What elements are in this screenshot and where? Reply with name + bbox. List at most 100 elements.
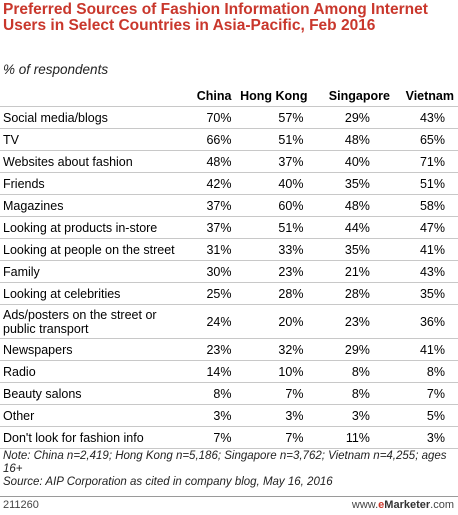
cell-china: 23%	[176, 338, 236, 361]
cell-hong-kong: 7%	[235, 382, 312, 405]
cell-singapore: 29%	[311, 106, 394, 129]
row-label: Social media/blogs	[0, 106, 177, 129]
cell-china: 70%	[176, 106, 236, 129]
cell-vietnam: 5%	[393, 404, 458, 427]
cell-singapore: 40%	[311, 150, 394, 173]
row-label: Websites about fashion	[0, 150, 177, 173]
cell-china: 25%	[176, 282, 236, 305]
brand-e: e	[378, 499, 385, 511]
row-label: Beauty salons	[0, 382, 177, 405]
cell-vietnam: 8%	[393, 360, 458, 383]
cell-singapore: 44%	[311, 216, 394, 239]
cell-hong-kong: 33%	[235, 238, 312, 261]
table-row: Newspapers 23% 32% 29% 41%	[0, 338, 458, 361]
cell-hong-kong: 3%	[235, 404, 312, 427]
source-text: Source: AIP Corporation as cited in comp…	[3, 476, 333, 488]
row-label: Friends	[0, 172, 177, 195]
cell-china: 7%	[176, 426, 236, 449]
table-row: Social media/blogs 70% 57% 29% 43%	[0, 106, 458, 129]
cell-singapore: 35%	[311, 172, 394, 195]
row-label: Ads/posters on the street or public tran…	[0, 304, 177, 339]
cell-singapore: 28%	[311, 282, 394, 305]
cell-singapore: 35%	[311, 238, 394, 261]
column-header-china: China	[196, 88, 232, 103]
cell-singapore: 29%	[311, 338, 394, 361]
chart-title: Preferred Sources of Fashion Information…	[3, 1, 428, 34]
cell-china: 14%	[176, 360, 236, 383]
table-row: Ads/posters on the street or public tran…	[0, 304, 458, 339]
cell-singapore: 3%	[311, 404, 394, 427]
cell-vietnam: 35%	[393, 282, 458, 305]
chart-notes: Note: China n=2,419; Hong Kong n=5,186; …	[3, 450, 455, 489]
table-body: Social media/blogs 70% 57% 29% 43% TV 66% 51% 48…	[0, 106, 458, 449]
cell-hong-kong: 37%	[235, 150, 312, 173]
cell-hong-kong: 32%	[235, 338, 312, 361]
table-row: Looking at celebrities 25% 28% 28% 35%	[0, 282, 458, 305]
table-row: Family 30% 23% 21% 43%	[0, 260, 458, 283]
cell-vietnam: 7%	[393, 382, 458, 405]
cell-vietnam: 71%	[393, 150, 458, 173]
cell-singapore: 48%	[311, 128, 394, 151]
cell-china: 48%	[176, 150, 236, 173]
cell-china: 3%	[176, 404, 236, 427]
row-label: Don't look for fashion info	[0, 426, 177, 449]
table-row: Radio 14% 10% 8% 8%	[0, 360, 458, 383]
cell-vietnam: 65%	[393, 128, 458, 151]
row-label: Radio	[0, 360, 177, 383]
cell-vietnam: 43%	[393, 106, 458, 129]
row-label: Looking at products in-store	[0, 216, 177, 239]
row-label: Newspapers	[0, 338, 177, 361]
brand-link[interactable]: www.eMarketer.com	[352, 499, 454, 511]
cell-vietnam: 58%	[393, 194, 458, 217]
cell-hong-kong: 7%	[235, 426, 312, 449]
table-row: Magazines 37% 60% 48% 58%	[0, 194, 458, 217]
header-row: China Hong Kong Singapore Vietnam	[0, 85, 458, 107]
table-row: Other 3% 3% 3% 5%	[0, 404, 458, 427]
cell-vietnam: 41%	[393, 238, 458, 261]
column-header-hong-kong: Hong Kong	[240, 88, 308, 103]
table-row: Beauty salons 8% 7% 8% 7%	[0, 382, 458, 405]
cell-china: 31%	[176, 238, 236, 261]
cell-hong-kong: 57%	[235, 106, 312, 129]
table-row: TV 66% 51% 48% 65%	[0, 128, 458, 151]
cell-hong-kong: 51%	[235, 128, 312, 151]
brand-suffix: .com	[430, 499, 454, 511]
cell-vietnam: 3%	[393, 426, 458, 449]
footer-divider	[0, 496, 458, 497]
cell-china: 37%	[176, 194, 236, 217]
cell-singapore: 23%	[311, 304, 394, 339]
row-label: TV	[0, 128, 177, 151]
cell-hong-kong: 40%	[235, 172, 312, 195]
table-row: Looking at people on the street 31% 33% 35%…	[0, 238, 458, 261]
cell-singapore: 8%	[311, 360, 394, 383]
row-label: Family	[0, 260, 177, 283]
cell-singapore: 11%	[311, 426, 394, 449]
cell-hong-kong: 23%	[235, 260, 312, 283]
cell-hong-kong: 51%	[235, 216, 312, 239]
cell-singapore: 48%	[311, 194, 394, 217]
cell-china: 42%	[176, 172, 236, 195]
cell-hong-kong: 10%	[235, 360, 312, 383]
table-row: Websites about fashion 48% 37% 40% 71%	[0, 150, 458, 173]
data-table: China Hong Kong Singapore Vietnam Social…	[0, 85, 458, 449]
row-label: Looking at people on the street	[0, 238, 177, 261]
table-row: Don't look for fashion info 7% 7% 11% 3%	[0, 426, 458, 449]
cell-vietnam: 43%	[393, 260, 458, 283]
cell-china: 30%	[176, 260, 236, 283]
brand-prefix: www.	[351, 499, 379, 511]
cell-china: 24%	[176, 304, 236, 339]
chart-id: 211260	[3, 499, 39, 511]
row-label: Other	[0, 404, 177, 427]
row-label: Looking at celebrities	[0, 282, 177, 305]
row-label-header	[0, 85, 177, 107]
note-text: Note: China n=2,419; Hong Kong n=5,186; …	[3, 450, 447, 475]
chart-subtitle: % of respondents	[3, 62, 109, 77]
cell-hong-kong: 28%	[235, 282, 312, 305]
column-header-singapore: Singapore	[328, 88, 390, 103]
cell-china: 37%	[176, 216, 236, 239]
cell-hong-kong: 60%	[235, 194, 312, 217]
column-header-vietnam: Vietnam	[405, 88, 454, 103]
cell-singapore: 21%	[311, 260, 394, 283]
cell-singapore: 8%	[311, 382, 394, 405]
cell-china: 66%	[176, 128, 236, 151]
